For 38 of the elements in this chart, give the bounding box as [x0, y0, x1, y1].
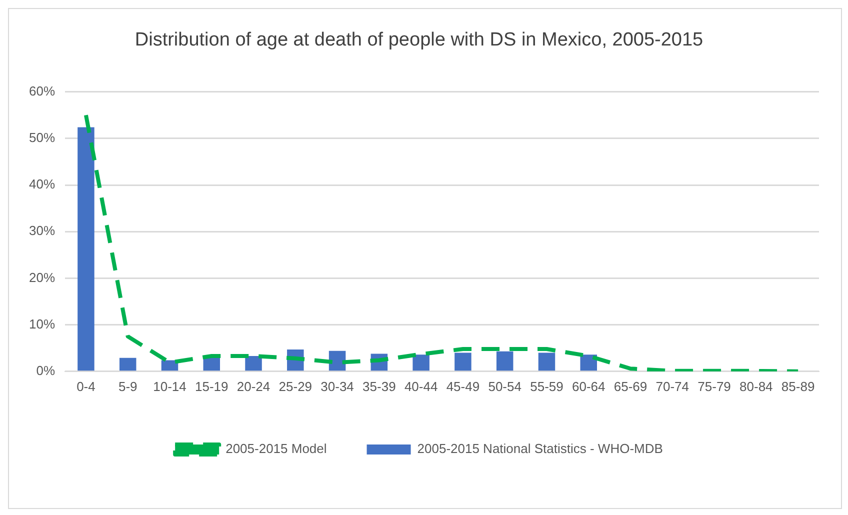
x-tick-label: 60-64: [572, 378, 606, 394]
bar: [496, 351, 514, 371]
x-tick-label: 70-74: [656, 378, 690, 394]
y-tick-label: 0%: [36, 362, 56, 378]
x-tick-label: 45-49: [446, 378, 480, 394]
x-tick-label: 85-89: [781, 378, 815, 394]
bar: [538, 352, 556, 371]
x-tick-label: 5-9: [118, 378, 138, 394]
x-tick-label: 40-44: [404, 378, 438, 394]
legend-label: 2005-2015 Model: [226, 441, 327, 456]
y-tick-label: 60%: [28, 83, 56, 98]
bar: [412, 354, 430, 371]
bar: [161, 360, 178, 371]
legend-label: 2005-2015 National Statistics - WHO-MDB: [417, 441, 663, 456]
y-tick-label: 10%: [28, 316, 56, 332]
bar: [245, 356, 262, 371]
chart-title: Distribution of age at death of people with DS in Mexico, 2005-2015: [134, 30, 704, 51]
x-tick-label: 75-79: [698, 378, 731, 394]
x-tick-label: 30-34: [320, 378, 354, 394]
x-tick-label: 0-4: [76, 378, 96, 394]
y-tick-label: 40%: [28, 176, 56, 192]
y-tick-label: 50%: [28, 130, 56, 145]
bar: [119, 358, 136, 371]
x-tick-label: 50-54: [488, 378, 522, 394]
x-tick-label: 80-84: [740, 378, 773, 394]
y-tick-label: 30%: [28, 223, 56, 238]
x-tick-label: 10-14: [153, 378, 186, 394]
x-tick-label: 20-24: [236, 378, 270, 394]
x-tick-label: 25-29: [278, 378, 312, 394]
bar: [454, 352, 472, 371]
x-tick-label: 15-19: [195, 378, 228, 394]
y-tick-label: 20%: [28, 270, 56, 285]
bar: [580, 354, 597, 371]
x-tick-label: 55-59: [530, 378, 564, 394]
line-series: [84, 113, 800, 372]
x-tick-label: 35-39: [362, 378, 396, 394]
x-tick-label: 65-69: [614, 378, 648, 394]
bar: [78, 127, 94, 371]
